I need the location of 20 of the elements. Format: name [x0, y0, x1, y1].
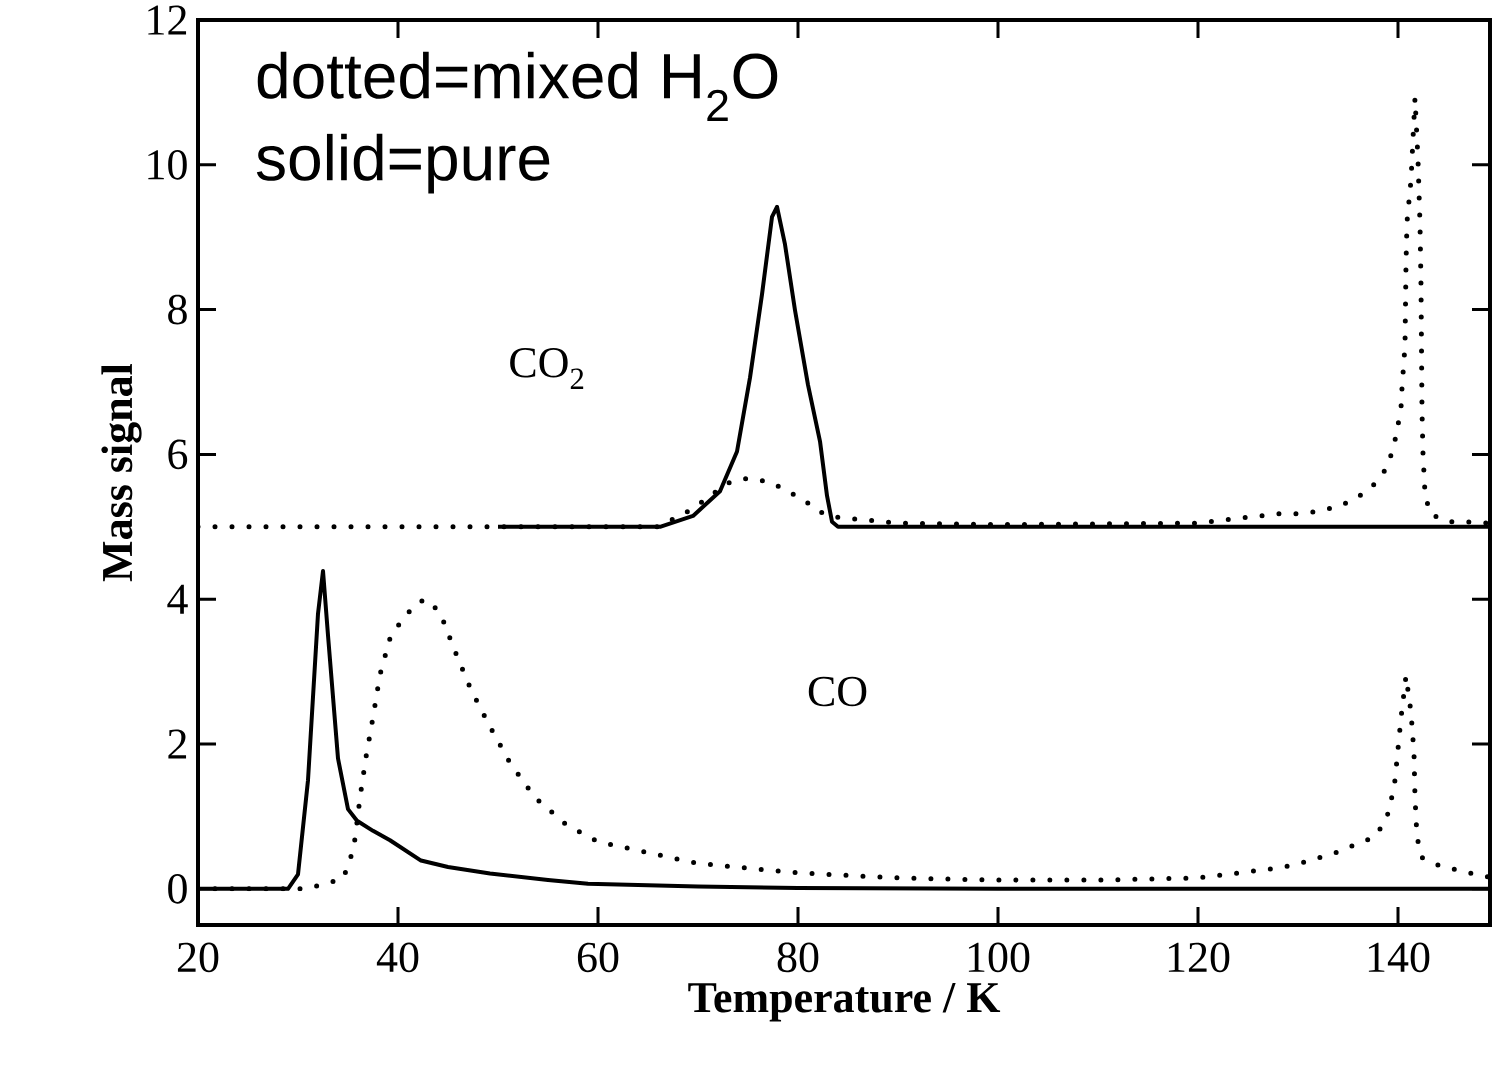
y-tick-label: 6 [168, 439, 188, 470]
annotation: dotted=mixed H$_{2}$O [257, 51, 778, 121]
x-tick-label: 40 [376, 942, 419, 973]
x-tick-label: 140 [1368, 942, 1430, 973]
annotation: CO [808, 676, 867, 707]
y-tick-label: 8 [168, 294, 187, 325]
x-tick-label: 80 [777, 942, 819, 973]
x-tick-label: 100 [968, 942, 1030, 973]
x-tick-label: 60 [577, 942, 619, 973]
annotation: solid=pure [256, 133, 550, 194]
y-tick-label: 0 [168, 873, 187, 904]
annotation: CO$_{2}$ [510, 347, 584, 389]
y-tick-label: 10 [148, 149, 187, 180]
y-tick-label: 2 [168, 729, 187, 759]
x-tick-label: 20 [177, 942, 219, 973]
y-tick-label: 4 [167, 584, 188, 614]
x-axis-title: Temperature / K [688, 983, 1001, 1022]
y-axis-title: Mass signal [101, 363, 142, 582]
y-tick-label: 12 [148, 5, 187, 35]
x-tick-label: 120 [1168, 942, 1230, 973]
